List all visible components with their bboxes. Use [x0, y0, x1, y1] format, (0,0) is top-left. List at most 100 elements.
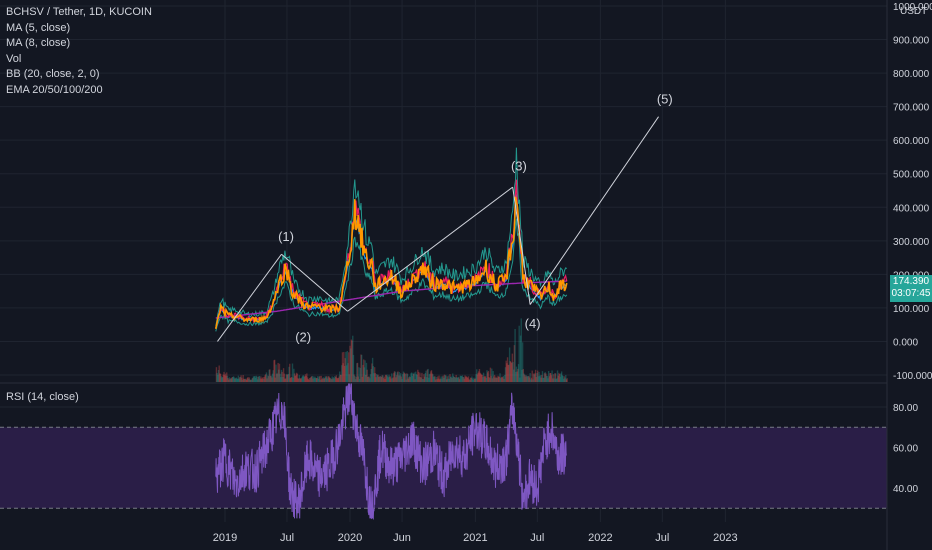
volume-bar	[536, 372, 538, 382]
volume-bar	[265, 372, 268, 382]
volume-bar	[426, 369, 429, 382]
volume-bar	[317, 376, 319, 382]
volume-bar	[338, 376, 340, 382]
price-tick-label: 100.000	[893, 304, 930, 315]
volume-bar	[239, 376, 242, 382]
volume-bar	[376, 375, 379, 382]
volume-bar	[463, 377, 465, 382]
volume-bar	[345, 351, 347, 382]
volume-bar	[293, 373, 296, 382]
volume-bar	[240, 375, 242, 382]
rsi-legend[interactable]: RSI (14, close)	[6, 391, 79, 403]
rsi-axis[interactable]: 80.00 60.00 40.00	[893, 403, 918, 495]
volume-bar	[504, 367, 507, 382]
volume-bar	[482, 372, 485, 382]
volume-bar	[284, 378, 286, 382]
volume-bar	[552, 378, 554, 382]
volume-bar	[457, 376, 459, 382]
volume-bar	[246, 378, 248, 382]
price-tick-label: 500.000	[893, 170, 930, 181]
volume-bar	[484, 376, 487, 382]
volume-bar	[344, 358, 346, 382]
volume-bar	[369, 374, 372, 382]
volume-bar	[271, 373, 274, 382]
volume-bar	[506, 357, 509, 382]
volume-bar	[381, 375, 383, 382]
volume-bar	[332, 377, 335, 382]
volume-bar	[547, 371, 550, 382]
volume-bar	[261, 378, 264, 382]
volume-bar	[397, 371, 399, 382]
volume-bar	[306, 377, 309, 382]
volume-bar	[367, 376, 370, 382]
volume-bar	[556, 378, 558, 382]
volume-bar	[475, 374, 477, 382]
volume-bar	[400, 373, 402, 382]
volume-bar	[497, 375, 499, 382]
legend-ma5[interactable]: MA (5, close)	[6, 21, 71, 34]
price-tick-label: 1000.000	[893, 2, 932, 13]
price-tick-label: 600.000	[893, 136, 930, 147]
ema-200-line	[215, 280, 567, 319]
volume-bar	[496, 377, 498, 382]
volume-bar	[293, 368, 295, 382]
volume-bar	[437, 378, 440, 382]
time-tick-label: Jul	[655, 532, 669, 544]
volume-bar	[274, 377, 277, 382]
symbol-title[interactable]: BCHSV / Tether, 1D, KUCOIN	[6, 6, 152, 18]
volume-bar	[402, 371, 405, 382]
volume-bar	[478, 371, 480, 382]
volume-bar	[485, 377, 488, 382]
volume-bar	[510, 361, 512, 382]
volume-bar	[306, 373, 308, 382]
volume-bar	[445, 379, 448, 382]
volume-bar	[354, 379, 357, 382]
ma-5-line	[215, 196, 568, 330]
volume-bar	[379, 376, 381, 382]
volume-bar	[541, 371, 544, 382]
time-tick-label: Jul	[530, 532, 544, 544]
volume-bar	[289, 378, 292, 382]
volume-bar	[471, 376, 473, 382]
volume-bar	[389, 376, 392, 382]
volume-bar	[236, 378, 238, 382]
price-axis[interactable]: 1000.000 900.000 800.000 700.000 600.000 500.…	[893, 2, 932, 382]
volume-bar	[433, 376, 435, 382]
legend-bb[interactable]: BB (20, close, 2, 0)	[6, 68, 100, 80]
volume-bar	[384, 379, 386, 382]
volume-bar	[230, 378, 232, 382]
volume-bar	[351, 340, 353, 382]
volume-bar	[326, 376, 328, 382]
legend-ma8[interactable]: MA (8, close)	[6, 37, 71, 49]
price-tick-label: -100.000	[893, 371, 932, 382]
volume-bar	[264, 375, 266, 382]
volume-bar	[513, 369, 515, 382]
volume-bar	[391, 378, 394, 382]
volume-bar	[518, 325, 520, 382]
volume-bar	[565, 379, 568, 382]
volume-bar	[348, 374, 351, 382]
volume-bar	[420, 377, 422, 382]
volume-bar	[226, 375, 229, 382]
bb-lower-line	[215, 218, 568, 332]
volume-bar	[397, 375, 400, 382]
volume-bar	[448, 378, 451, 382]
volume-bar	[288, 366, 290, 382]
volume-bar	[396, 372, 398, 382]
volume-bar	[495, 377, 498, 382]
time-axis[interactable]: 2019 Jul 2020 Jun 2021 Jul 2022 Jul 2023	[213, 532, 738, 544]
volume-bar	[500, 376, 503, 382]
volume-bar	[369, 378, 371, 382]
volume-bar	[406, 373, 409, 382]
volume-bar	[427, 368, 429, 382]
volume-bar	[263, 376, 266, 382]
legend-ema[interactable]: EMA 20/50/100/200	[6, 83, 103, 96]
rsi-band	[0, 427, 887, 509]
volume-bar	[327, 376, 329, 382]
volume-bar	[529, 373, 531, 382]
volume-bar	[298, 375, 301, 382]
volume-bar	[215, 367, 218, 382]
volume-bar	[436, 379, 438, 382]
legend-vol[interactable]: Vol	[6, 52, 22, 65]
